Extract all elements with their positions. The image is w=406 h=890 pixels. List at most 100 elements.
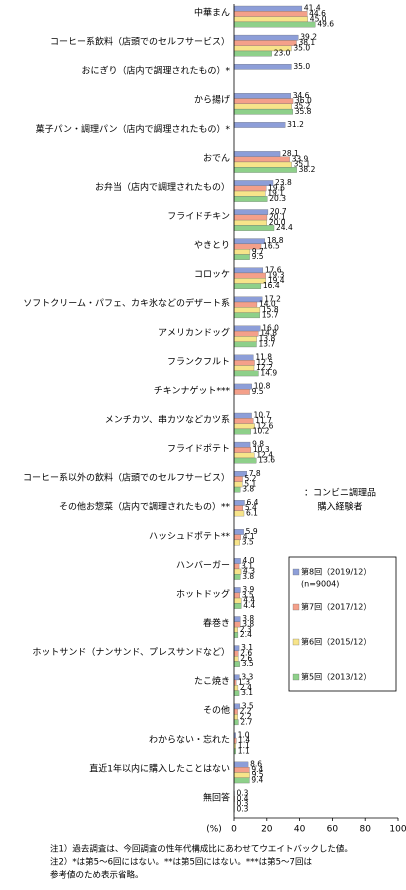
bar [233,312,260,319]
category-label: 中華まん [194,7,230,19]
bar [233,563,240,570]
legend-label: 第6回（2015/12） [301,637,371,647]
value-label: 3.1 [241,643,253,652]
value-label: 41.4 [304,4,321,13]
annotation: 購入経験者 [317,501,362,513]
bar [233,418,254,424]
value-label: 34.6 [293,91,310,100]
bar [233,447,252,453]
value-label: 20.7 [270,207,287,216]
bar [233,360,255,366]
bar [233,330,259,337]
category-label: ホットドッグ [176,588,230,600]
category-label: ハンバーガー [176,560,230,571]
category-label: フランクフルト [167,356,230,367]
value-label: 4.0 [243,556,255,565]
x-tick-label: 0 [231,825,237,835]
legend-label: 第5回（2013/12） [301,672,371,682]
bar [233,341,257,348]
bar [233,626,238,633]
value-label: 0.4 [237,794,249,803]
bar [233,587,241,593]
x-tick-label: 60 [327,825,339,835]
category-label: アメリカンドッグ [158,326,230,338]
bar [233,568,242,575]
bar [233,423,255,430]
value-label: 23.0 [274,49,291,58]
value-label: 16.5 [263,242,280,251]
value-label: 8.6 [250,760,262,769]
value-label: 12.4 [256,450,273,459]
bar [233,283,262,289]
value-label: 5.4 [245,503,257,512]
x-tick-label: 20 [261,825,273,835]
value-label: 15.7 [262,310,279,319]
legend-swatch [292,638,300,646]
value-label: 35.8 [295,107,312,116]
value-label: 17.6 [265,265,282,274]
bar [233,412,252,419]
category-label: 無回答 [203,791,230,803]
bar [233,650,239,657]
legend-swatch [292,673,300,681]
value-label: 19.4 [268,276,285,285]
bar [233,190,266,197]
value-label: 3.5 [242,701,254,710]
bar [233,457,257,464]
value-label: 20.3 [269,194,286,203]
category-label: 直近1年以内に購入したことはない [89,762,230,774]
category-label: から揚げ [194,94,230,106]
value-label: 13.6 [258,456,275,465]
bar [233,196,268,202]
bar [233,767,250,773]
value-label: 16.4 [263,281,280,290]
x-tick-label: 80 [359,825,371,835]
value-label: 3.5 [242,590,254,599]
bar [233,307,261,313]
value-label: 11.8 [255,353,272,362]
category-label: お弁当（店内で調理されたもの） [95,181,230,193]
category-label: フライドチキン [167,211,230,222]
bar [233,219,267,226]
value-label: 1.1 [238,741,250,750]
category-label: チキンナゲット*** [154,384,231,396]
bar [233,122,286,128]
bar [233,151,281,157]
value-label: 12.6 [257,421,274,430]
legend-label: 第8回（2019/12） [301,567,371,577]
value-label: 9.5 [252,387,264,396]
value-label: 1.4 [238,736,250,745]
value-label: 4.1 [243,532,255,541]
bar [233,690,240,696]
bar [233,225,275,231]
note: 注1）過去調査は、今回調査の性年代構成比にあわせてウエイトバックした値。 [50,844,353,855]
bar [233,603,242,609]
bar [233,656,239,662]
category-label: 菓子パン・調理パン（店内で調理されたもの）* [36,123,231,135]
value-label: 44.6 [309,9,326,18]
bar [233,383,252,390]
bar [233,272,266,279]
x-tick-label: 40 [294,825,306,835]
value-label: 19.1 [267,189,284,198]
value-label: 3.1 [241,688,253,697]
value-label: 12.2 [256,363,273,372]
bar [233,249,251,255]
category-label: たこ焼き [194,676,230,687]
bar [233,389,250,395]
bar [233,592,240,599]
value-label: 6.1 [246,508,258,517]
annotation: ：コンビニ調理品 [304,487,376,499]
bar [233,209,269,215]
bar [233,708,238,715]
bar [233,441,251,448]
bar [233,597,242,604]
bar [233,167,297,173]
value-label: 3.9 [242,585,254,594]
value-label: 33.9 [292,154,309,163]
value-label: 3.8 [242,485,254,494]
value-label: 23.8 [275,178,292,187]
bar [233,452,255,459]
value-label: 28.1 [282,149,299,158]
